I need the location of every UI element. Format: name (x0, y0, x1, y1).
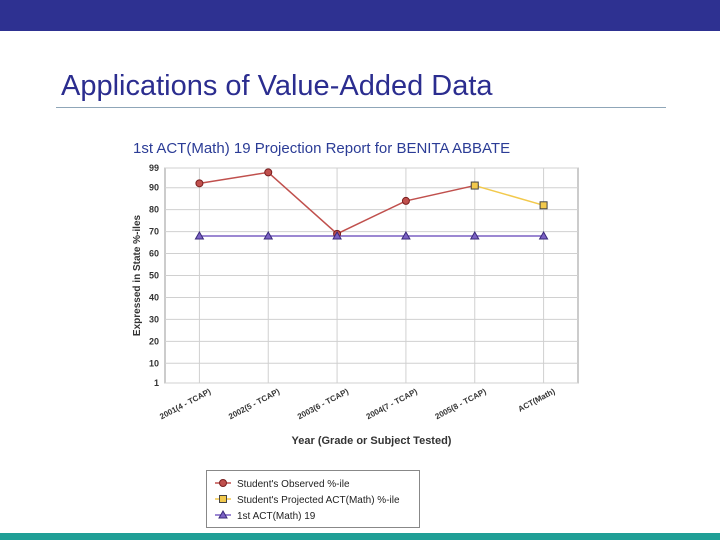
top-banner (0, 0, 720, 31)
y-tick-label: 20 (149, 336, 159, 346)
data-point-series-2 (539, 201, 548, 210)
legend-marker (218, 509, 228, 519)
data-point-series-2 (470, 181, 479, 190)
data-point-series-3 (469, 231, 480, 240)
x-tick-label: 2002(5 - TCAP) (227, 387, 281, 422)
legend-label: Student's Projected ACT(Math) %-ile (237, 495, 400, 506)
chart-legend: Student's Observed %-ile Student's Projec… (206, 470, 420, 528)
y-tick-label: 30 (149, 314, 159, 324)
y-tick-label: 10 (149, 358, 159, 368)
data-point-series-3 (538, 231, 549, 240)
legend-svg: Student's Observed %-ile Student's Projec… (215, 479, 400, 522)
y-axis-label: Expressed in State %-iles (132, 214, 143, 336)
data-point-series-3 (332, 231, 342, 240)
series-line-2 (474, 184, 544, 207)
data-point-series-1 (401, 196, 410, 205)
data-point-series-3 (401, 231, 411, 240)
y-tick-label: 60 (149, 249, 159, 259)
data-point-series-3 (194, 231, 205, 240)
x-tick-label: 2003(6 - TCAP) (296, 387, 350, 422)
y-tick-label: 90 (149, 183, 159, 193)
title-divider (56, 107, 666, 108)
projection-chart: 1st ACT(Math) 19 Projection Report for B… (132, 140, 579, 447)
x-tick-label: 2005(8 - TCAP) (434, 387, 488, 422)
x-tick-label: ACT(Math) (517, 387, 557, 414)
chart-title: 1st ACT(Math) 19 Projection Report for B… (133, 140, 510, 157)
x-tick-label: 2001(4 - TCAP) (158, 387, 212, 422)
slide-title: Applications of Value-Added Data (61, 70, 493, 102)
y-tick-label: 99 (149, 163, 159, 173)
y-tick-label: 70 (149, 227, 159, 237)
y-tick-label: 80 (149, 205, 159, 215)
data-point-series-3 (263, 231, 274, 240)
legend-marker (219, 495, 227, 503)
legend-label: Student's Observed %-ile (237, 479, 350, 490)
y-tick-label: 40 (149, 292, 159, 302)
y-tick-label: 50 (149, 271, 159, 281)
y-tick-label: 1 (154, 378, 159, 388)
x-axis-label: Year (Grade or Subject Tested) (292, 435, 452, 447)
bottom-banner (0, 533, 720, 540)
data-point-series-1 (195, 179, 204, 188)
x-tick-label: 2004(7 - TCAP) (365, 387, 419, 422)
data-point-series-1 (264, 168, 273, 177)
legend-marker (219, 479, 227, 487)
legend-label: 1st ACT(Math) 19 (237, 511, 316, 522)
